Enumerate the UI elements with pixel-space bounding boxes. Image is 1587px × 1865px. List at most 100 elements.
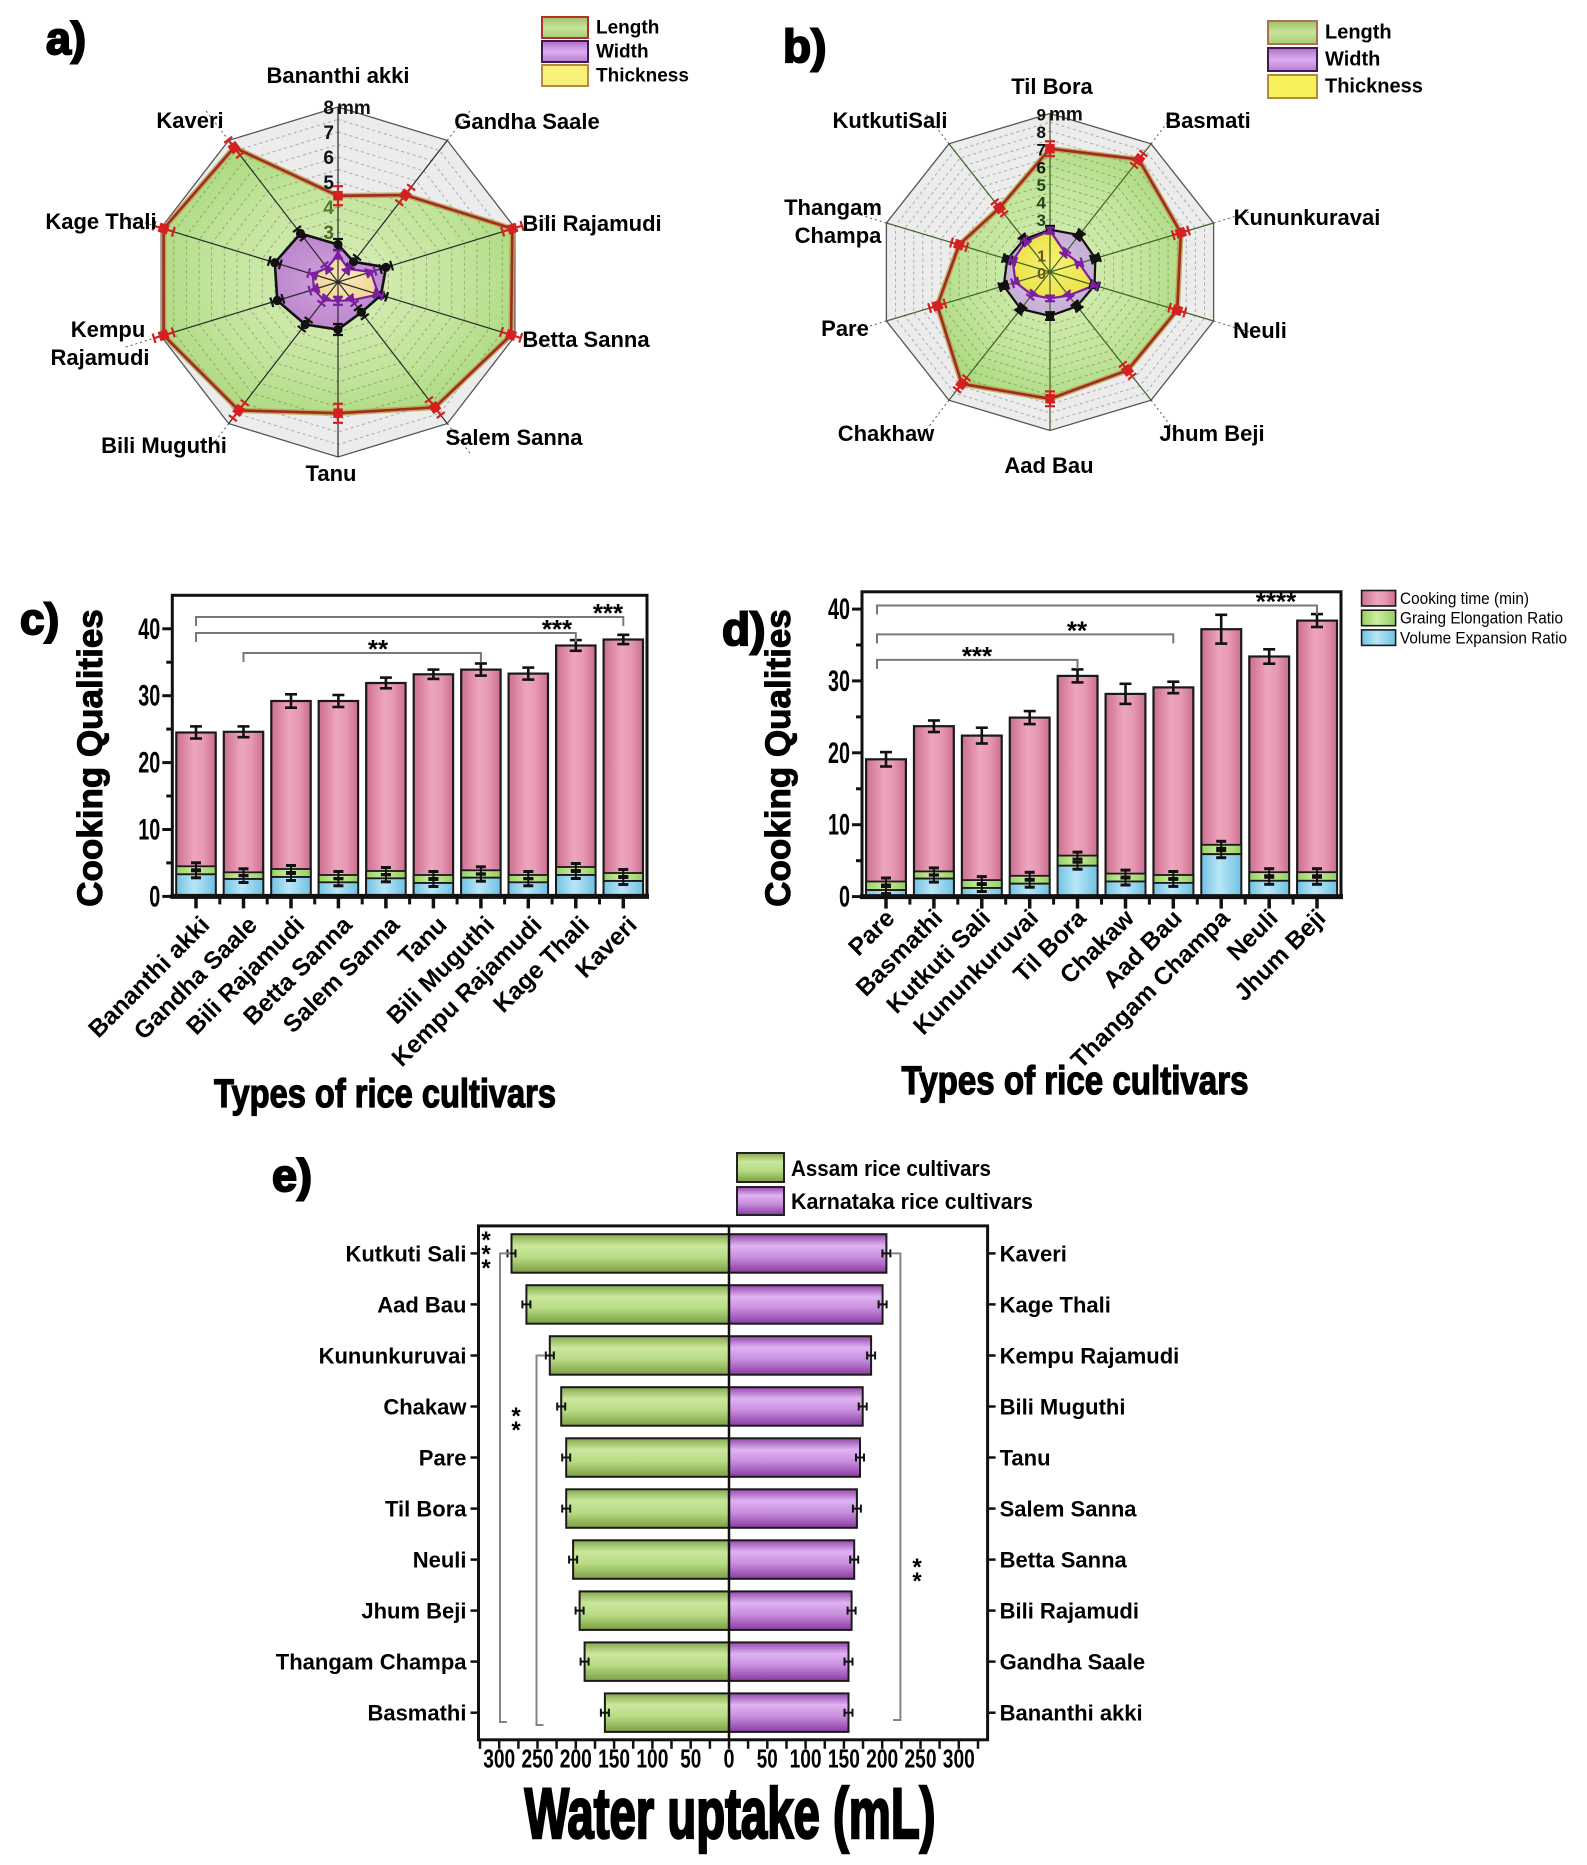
svg-text:Jhum Beji: Jhum Beji	[361, 1599, 466, 1624]
svg-text:300: 300	[943, 1743, 975, 1773]
svg-text:Bananthi akki: Bananthi akki	[1000, 1701, 1143, 1726]
svg-text:Champa: Champa	[795, 223, 883, 248]
svg-text:*: *	[511, 1403, 521, 1430]
svg-text:Basmathi: Basmathi	[367, 1701, 466, 1726]
svg-text:Assam rice cultivars: Assam rice cultivars	[791, 1156, 991, 1181]
svg-text:Neuli: Neuli	[1233, 318, 1287, 343]
svg-text:mm: mm	[337, 98, 371, 119]
svg-text:50: 50	[680, 1743, 701, 1773]
svg-text:30: 30	[828, 665, 850, 698]
svg-text:b): b)	[783, 20, 826, 72]
svg-text:7: 7	[1037, 141, 1046, 160]
svg-text:Til Bora: Til Bora	[385, 1497, 467, 1522]
svg-text:Kununkuruvai: Kununkuruvai	[319, 1344, 467, 1369]
svg-text:Bili Muguthi: Bili Muguthi	[101, 433, 227, 458]
svg-text:Neuli: Neuli	[413, 1548, 467, 1573]
svg-text:Water uptake (mL): Water uptake (mL)	[525, 1775, 936, 1854]
svg-text:Chakaw: Chakaw	[383, 1395, 467, 1420]
svg-text:Volume Expansion Ratio: Volume Expansion Ratio	[1400, 629, 1567, 647]
svg-text:Cooking Qualities: Cooking Qualities	[71, 609, 110, 907]
svg-text:Types of rice cultivars: Types of rice cultivars	[902, 1059, 1249, 1103]
svg-text:100: 100	[790, 1743, 822, 1773]
svg-text:Thickness: Thickness	[1325, 76, 1423, 98]
svg-text:Cooking Qualities: Cooking Qualities	[759, 609, 798, 907]
svg-text:*: *	[912, 1554, 922, 1581]
svg-text:Kempu: Kempu	[71, 317, 146, 342]
svg-text:Aad Bau: Aad Bau	[377, 1292, 466, 1317]
svg-text:Kutkuti Sali: Kutkuti Sali	[345, 1241, 466, 1266]
svg-text:Betta Sanna: Betta Sanna	[522, 327, 650, 352]
svg-text:Kaveri: Kaveri	[1000, 1241, 1067, 1266]
svg-text:4: 4	[323, 198, 334, 219]
svg-text:***: ***	[542, 614, 573, 644]
svg-text:**: **	[1067, 615, 1088, 645]
svg-text:*: *	[481, 1241, 491, 1268]
svg-text:8: 8	[323, 98, 334, 119]
svg-text:Bananthi akki: Bananthi akki	[266, 63, 409, 88]
svg-text:100: 100	[636, 1743, 668, 1773]
svg-text:20: 20	[828, 737, 850, 770]
svg-text:mm: mm	[1049, 105, 1083, 126]
svg-text:KutkutiSali: KutkutiSali	[833, 108, 948, 133]
svg-text:e): e)	[272, 1150, 312, 1201]
svg-text:Bili Rajamudi: Bili Rajamudi	[1000, 1599, 1139, 1624]
svg-text:7: 7	[323, 123, 334, 144]
svg-text:Length: Length	[596, 18, 659, 39]
svg-text:**: **	[368, 634, 389, 664]
svg-text:Betta Sanna: Betta Sanna	[1000, 1548, 1128, 1573]
svg-text:Tanu: Tanu	[1000, 1446, 1051, 1471]
svg-text:a): a)	[46, 13, 86, 64]
svg-text:Kempu Rajamudi: Kempu Rajamudi	[1000, 1344, 1180, 1369]
svg-text:Cooking time (min): Cooking time (min)	[1400, 590, 1529, 608]
svg-text:Aad Bau: Aad Bau	[1004, 453, 1093, 478]
svg-text:4: 4	[1037, 194, 1047, 213]
svg-text:5: 5	[323, 173, 334, 194]
svg-text:*: *	[481, 1227, 491, 1254]
svg-text:150: 150	[598, 1743, 630, 1773]
svg-text:0: 0	[724, 1743, 735, 1773]
svg-text:200: 200	[560, 1743, 592, 1773]
svg-text:***: ***	[593, 598, 624, 628]
svg-text:Chakhaw: Chakhaw	[838, 421, 935, 446]
svg-text:Bili Muguthi: Bili Muguthi	[1000, 1395, 1126, 1420]
svg-text:Thickness: Thickness	[596, 66, 689, 87]
svg-text:Bili Rajamudi: Bili Rajamudi	[522, 211, 661, 236]
svg-text:20: 20	[138, 747, 160, 780]
svg-text:0: 0	[149, 880, 160, 913]
svg-text:Pare: Pare	[419, 1446, 467, 1471]
svg-text:6: 6	[1037, 158, 1046, 177]
svg-text:150: 150	[828, 1743, 860, 1773]
svg-text:30: 30	[138, 680, 160, 713]
svg-text:10: 10	[828, 809, 850, 842]
svg-text:50: 50	[757, 1743, 778, 1773]
svg-text:250: 250	[905, 1743, 937, 1773]
svg-text:Salem Sanna: Salem Sanna	[1000, 1497, 1138, 1522]
svg-text:0: 0	[839, 881, 850, 914]
svg-text:5: 5	[1037, 176, 1046, 195]
svg-text:***: ***	[962, 641, 993, 671]
svg-text:40: 40	[828, 593, 850, 626]
svg-text:Gandha Saale: Gandha Saale	[454, 109, 600, 134]
svg-text:6: 6	[323, 148, 334, 169]
svg-text:300: 300	[483, 1743, 515, 1773]
svg-text:d): d)	[722, 603, 765, 655]
svg-text:Salem Sanna: Salem Sanna	[446, 425, 584, 450]
svg-text:0: 0	[1037, 266, 1046, 283]
svg-text:Thangam: Thangam	[784, 195, 882, 220]
svg-text:8: 8	[1037, 123, 1046, 142]
svg-text:Basmati: Basmati	[1165, 108, 1251, 133]
svg-text:Jhum Beji: Jhum Beji	[1159, 421, 1264, 446]
svg-text:*: *	[912, 1568, 922, 1595]
svg-text:3: 3	[1037, 211, 1046, 230]
svg-text:Length: Length	[1325, 22, 1392, 44]
svg-text:c): c)	[20, 595, 59, 644]
svg-text:Kaveri: Kaveri	[156, 108, 223, 133]
svg-text:Gandha Saale: Gandha Saale	[1000, 1650, 1146, 1675]
svg-text:200: 200	[866, 1743, 898, 1773]
svg-text:Kununkuravai: Kununkuravai	[1234, 205, 1381, 230]
svg-text:****: ****	[1256, 587, 1297, 617]
svg-text:9: 9	[1037, 106, 1046, 125]
svg-text:Tanu: Tanu	[306, 461, 357, 486]
svg-text:Pare: Pare	[821, 316, 869, 341]
svg-text:1: 1	[1037, 248, 1046, 265]
